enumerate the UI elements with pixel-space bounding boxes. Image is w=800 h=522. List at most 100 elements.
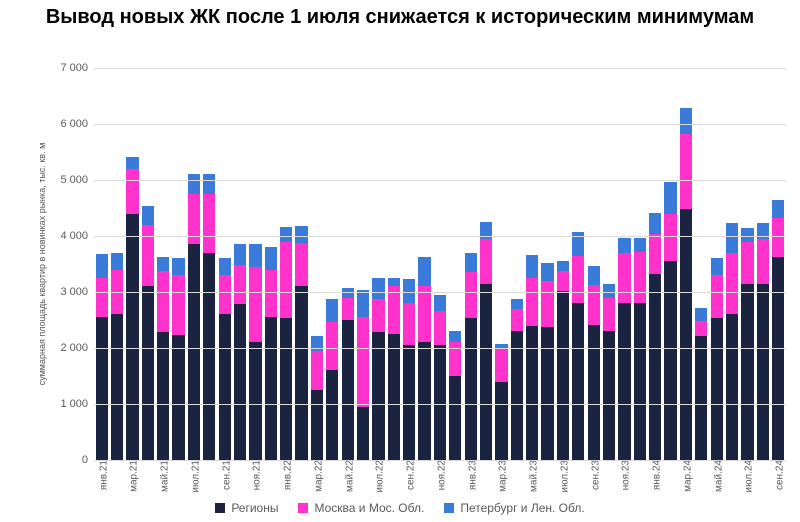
bar-slot bbox=[755, 68, 770, 460]
bar-slot: май.22 bbox=[340, 68, 355, 460]
bar-segment-regions bbox=[111, 314, 123, 460]
bar-segment-spb bbox=[372, 278, 384, 299]
stacked-bar bbox=[403, 279, 415, 460]
bar-segment-regions bbox=[757, 284, 769, 460]
bar-segment-moscow bbox=[372, 299, 384, 333]
bar-segment-moscow bbox=[172, 275, 184, 335]
bar-slot bbox=[294, 68, 309, 460]
bar-slot: сен.21 bbox=[217, 68, 232, 460]
x-tick-label: мар.23 bbox=[494, 460, 509, 492]
bar-segment-moscow bbox=[680, 134, 692, 210]
stacked-bar bbox=[418, 257, 430, 460]
grid-line bbox=[94, 68, 786, 69]
bar-segment-moscow bbox=[726, 253, 738, 315]
bar-segment-regions bbox=[649, 274, 661, 460]
bar-segment-regions bbox=[357, 407, 369, 460]
stacked-bar bbox=[465, 253, 477, 460]
bars-container: янв.21мар.21май.21июл.21сен.21ноя.21янв.… bbox=[94, 68, 786, 460]
x-tick-label: июл.21 bbox=[186, 460, 201, 493]
bar-segment-spb bbox=[157, 257, 169, 271]
bar-segment-regions bbox=[526, 326, 538, 460]
bar-segment-moscow bbox=[772, 218, 784, 257]
stacked-bar bbox=[295, 226, 307, 460]
bar-segment-spb bbox=[357, 290, 369, 317]
bar-segment-spb bbox=[541, 263, 553, 281]
stacked-bar bbox=[434, 295, 446, 460]
y-tick-label: 5 000 bbox=[60, 174, 94, 186]
bar-slot: янв.22 bbox=[279, 68, 294, 460]
grid-line bbox=[94, 292, 786, 293]
legend-swatch bbox=[215, 503, 225, 513]
grid-line bbox=[94, 180, 786, 181]
legend-item-regions: Регионы bbox=[215, 501, 278, 515]
chart-container: Вывод новых ЖК после 1 июля снижается к … bbox=[0, 0, 800, 522]
grid-line bbox=[94, 124, 786, 125]
bar-segment-moscow bbox=[418, 286, 430, 342]
bar-slot bbox=[140, 68, 155, 460]
bar-segment-spb bbox=[449, 331, 461, 342]
bar-segment-spb bbox=[219, 258, 231, 275]
stacked-bar bbox=[664, 182, 676, 460]
bar-segment-spb bbox=[726, 223, 738, 253]
bar-segment-moscow bbox=[265, 270, 277, 318]
stacked-bar bbox=[172, 258, 184, 460]
bar-segment-regions bbox=[126, 214, 138, 460]
bar-segment-moscow bbox=[157, 271, 169, 333]
bar-slot: янв.24 bbox=[648, 68, 663, 460]
bar-segment-regions bbox=[511, 331, 523, 460]
bar-segment-moscow bbox=[219, 275, 231, 314]
stacked-bar bbox=[526, 254, 538, 460]
bar-slot: ноя.23 bbox=[617, 68, 632, 460]
x-tick-label: сен.22 bbox=[402, 460, 417, 490]
bar-segment-moscow bbox=[311, 351, 323, 390]
stacked-bar bbox=[372, 278, 384, 460]
bar-segment-moscow bbox=[357, 317, 369, 407]
bar-segment-moscow bbox=[295, 243, 307, 287]
bar-segment-spb bbox=[557, 261, 569, 271]
stacked-bar bbox=[326, 299, 338, 460]
stacked-bar bbox=[126, 156, 138, 460]
bar-segment-regions bbox=[265, 317, 277, 460]
bar-segment-regions bbox=[234, 304, 246, 460]
bar-segment-moscow bbox=[603, 298, 615, 332]
bar-segment-moscow bbox=[634, 252, 646, 303]
stacked-bar bbox=[495, 344, 507, 460]
x-tick-label: мар.24 bbox=[678, 460, 693, 492]
bar-segment-regions bbox=[96, 317, 108, 460]
bar-segment-regions bbox=[741, 284, 753, 460]
bar-segment-spb bbox=[403, 279, 415, 303]
bar-segment-moscow bbox=[203, 194, 215, 253]
y-tick-label: 7 000 bbox=[60, 62, 94, 74]
bar-segment-spb bbox=[388, 278, 400, 286]
bar-segment-regions bbox=[434, 345, 446, 460]
bar-segment-regions bbox=[772, 257, 784, 460]
bar-slot: янв.21 bbox=[94, 68, 109, 460]
bar-segment-regions bbox=[465, 318, 477, 460]
bar-segment-regions bbox=[695, 336, 707, 460]
legend: РегионыМосква и Мос. Обл.Петербург и Лен… bbox=[0, 501, 800, 516]
bar-segment-spb bbox=[96, 254, 108, 278]
bar-segment-moscow bbox=[326, 322, 338, 371]
bar-segment-moscow bbox=[403, 303, 415, 345]
bar-segment-spb bbox=[326, 299, 338, 321]
bar-segment-spb bbox=[695, 308, 707, 321]
bar-slot: июл.23 bbox=[555, 68, 570, 460]
bar-segment-spb bbox=[142, 206, 154, 224]
plot-area-outer: суммарная площадь квартир в новинках рын… bbox=[42, 68, 786, 460]
stacked-bar bbox=[649, 212, 661, 460]
stacked-bar bbox=[188, 174, 200, 460]
stacked-bar bbox=[711, 258, 723, 460]
bar-segment-moscow bbox=[695, 321, 707, 336]
bar-segment-moscow bbox=[572, 256, 584, 303]
bar-segment-moscow bbox=[234, 265, 246, 304]
bar-slot: июл.21 bbox=[186, 68, 201, 460]
stacked-bar bbox=[111, 253, 123, 460]
bar-segment-regions bbox=[495, 382, 507, 460]
x-tick-label: май.23 bbox=[525, 460, 540, 492]
bar-segment-spb bbox=[295, 226, 307, 243]
x-tick-label: янв.23 bbox=[463, 460, 478, 490]
stacked-bar bbox=[449, 331, 461, 460]
bar-slot: ноя.22 bbox=[432, 68, 447, 460]
bar-slot: сен.22 bbox=[402, 68, 417, 460]
x-tick-label: янв.24 bbox=[648, 460, 663, 490]
